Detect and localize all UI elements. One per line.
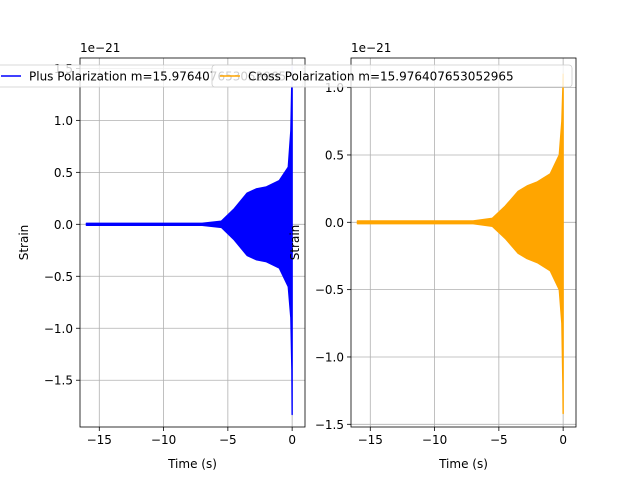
series-waveform bbox=[356, 73, 564, 415]
x-axis-label: Time (s) bbox=[438, 457, 488, 471]
y-tick-label: 1.0 bbox=[54, 114, 73, 128]
x-tick-label: −10 bbox=[422, 433, 447, 447]
x-tick-label: −10 bbox=[151, 433, 176, 447]
y-tick-label: −1.5 bbox=[44, 374, 73, 388]
y-tick-label: 0.5 bbox=[54, 166, 73, 180]
y-tick-label: −1.5 bbox=[315, 418, 344, 432]
legend-2: Cross Polarization m=15.976407653052965 bbox=[211, 64, 573, 88]
x-tick-label: −5 bbox=[490, 433, 508, 447]
series-waveform bbox=[85, 65, 293, 416]
axis-offset-text: 1e−21 bbox=[351, 41, 391, 55]
x-axis-label: Time (s) bbox=[167, 457, 217, 471]
y-tick-label: −0.5 bbox=[315, 283, 344, 297]
y-tick-label: −1.0 bbox=[44, 322, 73, 336]
y-axis-label: Strain bbox=[288, 225, 302, 261]
x-tick-label: 0 bbox=[559, 433, 567, 447]
x-tick-label: 0 bbox=[288, 433, 296, 447]
y-tick-label: −0.5 bbox=[44, 270, 73, 284]
y-axis-label: Strain bbox=[17, 225, 31, 261]
legend-entry: Cross Polarization m=15.976407653052965 bbox=[248, 70, 514, 84]
y-tick-label: 0.5 bbox=[325, 148, 344, 162]
axis-offset-text: 1e−21 bbox=[80, 41, 120, 55]
axes-frame bbox=[79, 57, 306, 428]
chart-panel-1: −15−10−50−1.5−1.0−0.50.00.51.01.5Time (s… bbox=[17, 41, 306, 471]
x-tick-label: −15 bbox=[358, 433, 383, 447]
axes-frame bbox=[350, 57, 577, 428]
y-tick-label: 0.0 bbox=[325, 216, 344, 230]
y-tick-label: −1.0 bbox=[315, 350, 344, 364]
x-tick-label: −5 bbox=[219, 433, 237, 447]
y-tick-label: 0.0 bbox=[54, 218, 73, 232]
x-tick-label: −15 bbox=[87, 433, 112, 447]
legend-box bbox=[211, 64, 573, 88]
